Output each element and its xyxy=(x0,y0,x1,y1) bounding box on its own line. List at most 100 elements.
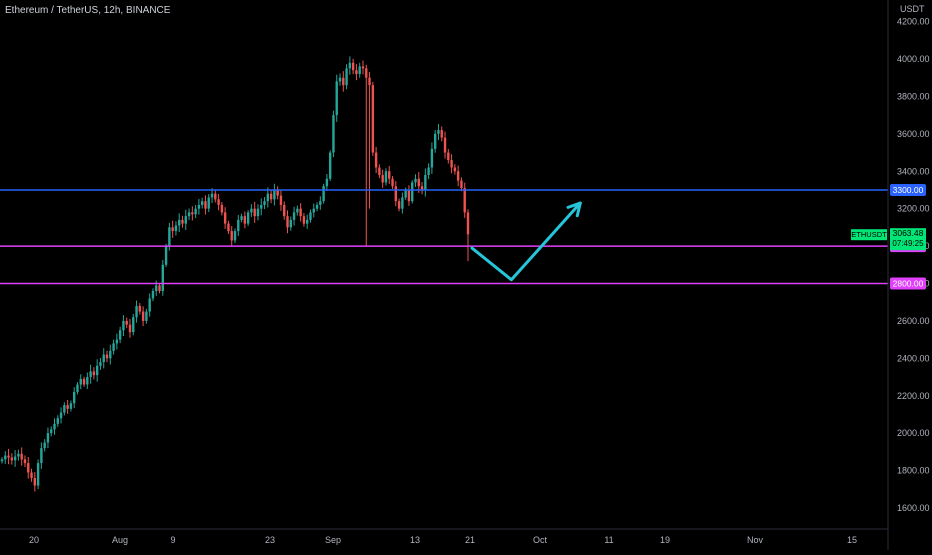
price-tick-label: 3600.00 xyxy=(897,129,930,139)
candle-body xyxy=(4,455,7,460)
candle-body xyxy=(76,384,79,393)
candle-body xyxy=(292,212,296,220)
candle-body xyxy=(89,371,92,378)
candle-body xyxy=(384,171,388,183)
candle-body xyxy=(430,148,434,168)
candle-body xyxy=(210,193,214,198)
candle-body xyxy=(342,77,345,86)
candle-body xyxy=(43,442,46,449)
horizontal-levels-group xyxy=(0,189,888,285)
candle-body xyxy=(20,453,23,460)
candle-body xyxy=(79,378,82,385)
candle-body xyxy=(420,186,424,190)
time-axis[interactable]: 20 Aug 9 23 Sep 13 21 Oct 11 19 Nov 15 xyxy=(29,535,857,545)
candle-body xyxy=(276,189,279,196)
time-tick-label: Sep xyxy=(325,535,341,545)
candle-body xyxy=(115,339,119,344)
time-tick-label: 13 xyxy=(410,535,420,545)
candle-body xyxy=(315,204,319,209)
candle-body xyxy=(440,130,443,138)
candle-body xyxy=(266,193,270,202)
price-tick-label: 2000.00 xyxy=(897,428,930,438)
candle-body xyxy=(269,193,273,200)
candle-body xyxy=(460,180,463,189)
candle-body xyxy=(322,186,325,202)
candle-body xyxy=(36,463,40,486)
candle-body xyxy=(217,199,220,205)
candle-body xyxy=(138,305,142,312)
candle-body xyxy=(66,405,69,409)
price-tick-label: 2400.00 xyxy=(897,353,930,363)
candle-body xyxy=(122,320,125,331)
candle-body xyxy=(227,223,230,232)
projection-path xyxy=(470,201,582,282)
candle-body xyxy=(214,193,217,200)
candle-body xyxy=(437,130,440,134)
candle-body xyxy=(450,160,453,168)
candle-body xyxy=(338,77,342,82)
candle-body xyxy=(253,208,256,217)
candle-body xyxy=(351,62,355,71)
candle-body xyxy=(365,68,368,78)
price-tick-label: 3800.00 xyxy=(897,91,930,101)
candle-body xyxy=(109,350,112,359)
candle-body xyxy=(204,201,207,209)
candle-body xyxy=(181,219,184,224)
time-tick-label: 20 xyxy=(29,535,39,545)
candle-body xyxy=(132,317,135,333)
price-tick-label: 1600.00 xyxy=(897,503,930,513)
candle-body xyxy=(141,311,145,321)
price-axis[interactable]: 4200.00 4000.00 3800.00 3600.00 3400.00 3200.… xyxy=(897,4,930,513)
candle-body xyxy=(118,330,122,340)
candle-body xyxy=(125,320,128,325)
level-price-label: 2800.00 xyxy=(893,279,924,289)
candle-body xyxy=(40,448,43,464)
candle-body xyxy=(309,212,312,220)
candle-body xyxy=(56,418,59,424)
time-tick-label: Oct xyxy=(533,535,548,545)
candle-body xyxy=(397,201,401,209)
candle-body xyxy=(443,137,447,153)
candle-body xyxy=(33,478,37,486)
candle-body xyxy=(63,405,66,413)
candle-body xyxy=(7,455,10,458)
candle-body xyxy=(371,85,375,153)
candle-body xyxy=(381,174,384,183)
candle-body xyxy=(401,197,404,209)
candle-body xyxy=(305,219,309,224)
level-price-label: 3300.00 xyxy=(893,185,924,195)
candle-body xyxy=(417,178,420,187)
candle-body xyxy=(273,189,276,200)
candle-body xyxy=(286,216,289,228)
candle-body xyxy=(69,403,73,409)
candle-body xyxy=(279,195,283,205)
candle-body xyxy=(220,204,224,213)
candle-body xyxy=(463,188,466,213)
candle-body xyxy=(345,68,348,86)
ticker-badge xyxy=(851,229,887,241)
candle-body xyxy=(10,457,14,461)
candle-body xyxy=(128,324,132,333)
price-tick-label: 4200.00 xyxy=(897,17,930,27)
candle-body xyxy=(30,472,33,479)
candle-body xyxy=(92,371,96,376)
candle-body xyxy=(158,285,161,291)
candle-body xyxy=(427,167,430,175)
candle-body xyxy=(200,201,204,205)
candle-body xyxy=(164,246,168,265)
price-tick-label: 3400.00 xyxy=(897,166,930,176)
candle-body xyxy=(332,115,335,153)
time-tick-label: 19 xyxy=(660,535,670,545)
time-tick-label: 9 xyxy=(170,535,175,545)
candle-body xyxy=(289,219,292,228)
candle-body xyxy=(174,225,178,232)
candle-body xyxy=(456,171,460,181)
time-tick-label: Nov xyxy=(747,535,764,545)
candles-group xyxy=(0,56,470,492)
candle-body xyxy=(95,365,99,376)
candle-body xyxy=(407,189,411,202)
price-tick-label: 2200.00 xyxy=(897,391,930,401)
candle-body xyxy=(171,227,174,232)
